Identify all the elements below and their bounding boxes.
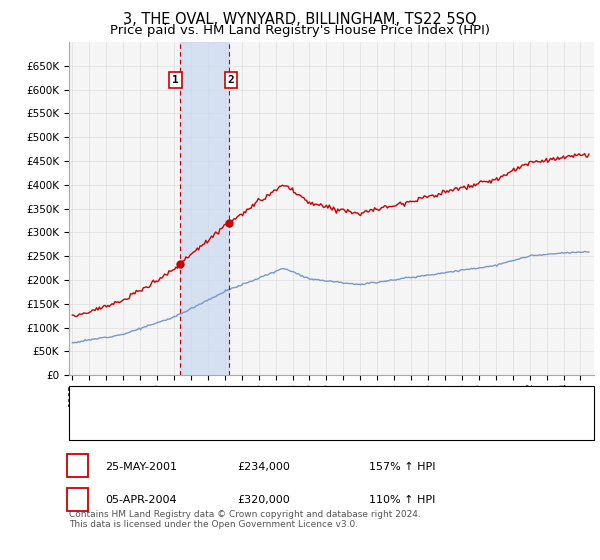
Bar: [181, 42, 229, 375]
Text: 3, THE OVAL, WYNYARD, BILLINGHAM, TS22 5SQ (detached house): 3, THE OVAL, WYNYARD, BILLINGHAM, TS22 5…: [117, 396, 463, 407]
Text: 110% ↑ HPI: 110% ↑ HPI: [369, 496, 436, 506]
Text: Price paid vs. HM Land Registry's House Price Index (HPI): Price paid vs. HM Land Registry's House …: [110, 24, 490, 37]
Text: 05-APR-2004: 05-APR-2004: [105, 496, 176, 506]
Text: HPI: Average price, detached house, Stockton-on-Tees: HPI: Average price, detached house, Stoc…: [117, 421, 398, 431]
Text: 1: 1: [172, 75, 179, 85]
Text: 2: 2: [74, 495, 82, 505]
Text: 3, THE OVAL, WYNYARD, BILLINGHAM, TS22 5SQ: 3, THE OVAL, WYNYARD, BILLINGHAM, TS22 5…: [123, 12, 477, 27]
Text: 1: 1: [74, 461, 82, 472]
Text: 2: 2: [227, 75, 234, 85]
Text: £234,000: £234,000: [237, 462, 290, 472]
Text: 157% ↑ HPI: 157% ↑ HPI: [369, 462, 436, 472]
Text: 25-MAY-2001: 25-MAY-2001: [105, 462, 177, 472]
Text: £320,000: £320,000: [237, 496, 290, 506]
Text: Contains HM Land Registry data © Crown copyright and database right 2024.
This d: Contains HM Land Registry data © Crown c…: [69, 510, 421, 529]
